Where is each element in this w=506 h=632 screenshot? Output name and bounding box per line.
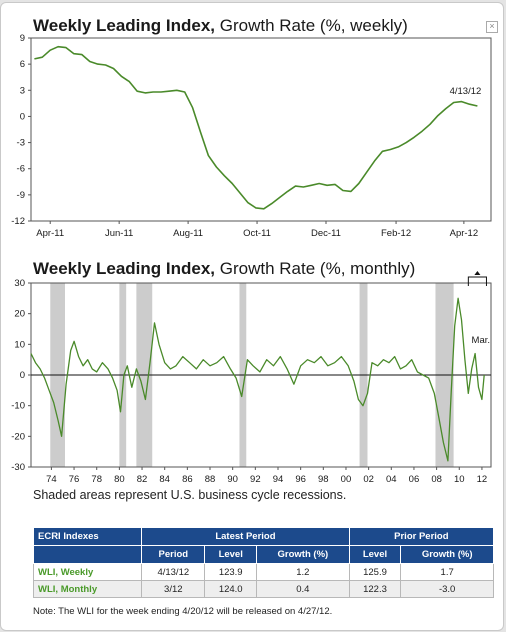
header-blank: [32, 545, 143, 564]
row-growth: 0.4: [256, 580, 350, 598]
y-tick-label: 6: [20, 59, 25, 70]
zoom-arrow-icon: [474, 271, 481, 275]
y-tick-label: -9: [17, 190, 25, 201]
x-tick-label: 04: [386, 474, 397, 485]
latest-month-annotation: Mar.: [472, 335, 490, 346]
weekly-chart-title-bold: Weekly Leading Index,: [33, 16, 216, 35]
y-tick-label: 10: [14, 339, 25, 350]
x-tick-label: 90: [227, 474, 238, 485]
table-subheader-row: Period Level Growth (%) Level Growth (%): [32, 545, 494, 564]
x-tick-label: 02: [363, 474, 374, 485]
x-tick-label: 82: [137, 474, 148, 485]
x-tick-label: 78: [91, 474, 102, 485]
row-prior-level: 122.3: [348, 580, 402, 598]
monthly-growth-line: [30, 297, 485, 462]
x-tick-label: 12: [477, 474, 488, 485]
row-prior-growth: 1.7: [400, 563, 494, 581]
x-tick-label: 84: [159, 474, 170, 485]
close-icon[interactable]: ×: [486, 21, 498, 33]
header-prior-level: Level: [348, 545, 402, 564]
y-tick-label: 0: [20, 111, 25, 122]
header-growth: Growth (%): [256, 545, 350, 564]
table-row: WLI, Monthly 3/12 124.0 0.4 122.3 -3.0: [32, 580, 494, 598]
monthly-chart-title: Weekly Leading Index, Growth Rate (%, mo…: [33, 259, 415, 279]
row-prior-level: 125.9: [348, 563, 402, 581]
x-tick-label: 94: [273, 474, 284, 485]
x-tick-label: Jun-11: [105, 228, 133, 239]
x-tick-label: 86: [182, 474, 193, 485]
row-level: 124.0: [204, 580, 258, 598]
x-tick-label: Apr-12: [450, 228, 479, 239]
header-prior-growth: Growth (%): [400, 545, 494, 564]
y-tick-label: -10: [11, 401, 25, 412]
x-tick-label: 08: [431, 474, 442, 485]
latest-date-annotation: 4/13/12: [450, 86, 482, 97]
monthly-chart-title-bold: Weekly Leading Index,: [33, 259, 216, 278]
x-tick-label: 98: [318, 474, 329, 485]
x-tick-label: 00: [341, 474, 352, 485]
row-level: 123.9: [204, 563, 258, 581]
release-note: Note: The WLI for the week ending 4/20/1…: [33, 606, 333, 617]
y-tick-label: 30: [14, 278, 25, 289]
y-tick-label: -6: [17, 164, 25, 175]
x-tick-label: 92: [250, 474, 261, 485]
x-tick-label: 74: [46, 474, 57, 485]
plot-frame: [30, 37, 492, 222]
x-tick-label: 88: [205, 474, 216, 485]
header-latest-period: Latest Period: [141, 527, 350, 546]
y-tick-label: -12: [11, 216, 25, 227]
row-growth: 1.2: [256, 563, 350, 581]
x-tick-label: Oct-11: [243, 228, 271, 239]
x-tick-label: Apr-11: [36, 228, 64, 239]
recession-shading-note: Shaded areas represent U.S. business cyc…: [33, 488, 347, 502]
x-tick-label: 10: [454, 474, 465, 485]
x-tick-label: 80: [114, 474, 125, 485]
table-row: WLI, Weekly 4/13/12 123.9 1.2 125.9 1.7: [32, 563, 494, 581]
row-period: 3/12: [141, 580, 206, 598]
header-prior-period: Prior Period: [348, 527, 495, 546]
weekly-chart-title: Weekly Leading Index, Growth Rate (%, we…: [33, 16, 408, 36]
weekly-chart-subtitle: Growth Rate (%, weekly): [219, 16, 408, 35]
y-tick-label: 0: [20, 370, 25, 381]
x-tick-label: Aug-11: [173, 228, 203, 239]
x-tick-label: 76: [69, 474, 80, 485]
table-header-row: ECRI Indexes Latest Period Prior Period: [32, 527, 495, 546]
row-name: WLI, Weekly: [32, 563, 143, 581]
x-tick-label: 06: [409, 474, 420, 485]
header-period: Period: [141, 545, 206, 564]
row-name: WLI, Monthly: [32, 580, 143, 598]
y-tick-label: -20: [11, 431, 25, 442]
y-tick-label: 20: [14, 309, 25, 320]
zoom-bracket: [467, 276, 487, 286]
ecri-indexes-table: ECRI Indexes Latest Period Prior Period …: [32, 527, 495, 598]
x-tick-label: Feb-12: [381, 228, 411, 239]
row-period: 4/13/12: [141, 563, 206, 581]
weekly-growth-line: [34, 45, 478, 210]
x-tick-label: Dec-11: [311, 228, 341, 239]
header-level: Level: [204, 545, 258, 564]
y-tick-label: -30: [11, 462, 25, 473]
header-ecri-indexes: ECRI Indexes: [32, 527, 143, 546]
y-tick-label: -3: [17, 138, 25, 149]
monthly-chart-subtitle: Growth Rate (%, monthly): [219, 259, 416, 278]
x-tick-label: 96: [295, 474, 306, 485]
y-tick-label: 3: [20, 85, 25, 96]
row-prior-growth: -3.0: [400, 580, 494, 598]
y-tick-label: 9: [20, 33, 25, 44]
